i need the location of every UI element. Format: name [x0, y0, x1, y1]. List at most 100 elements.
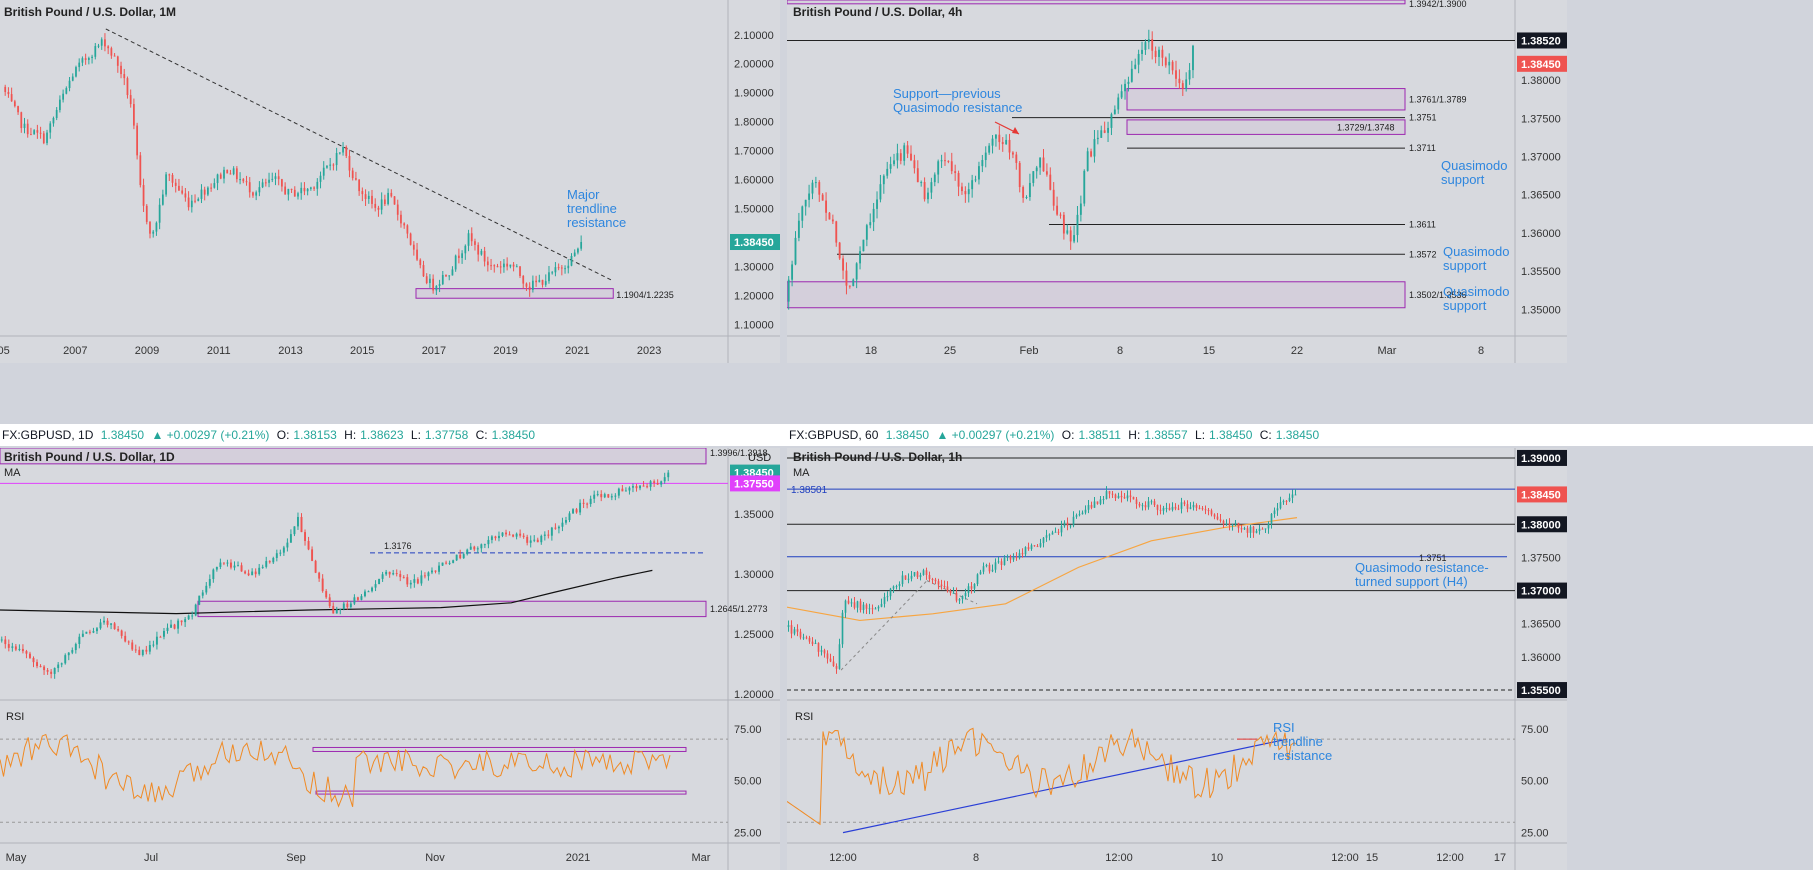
candle — [1282, 500, 1285, 503]
candle — [141, 649, 144, 656]
candle — [60, 663, 63, 665]
candle — [499, 266, 502, 268]
candle — [113, 55, 116, 57]
candle — [148, 645, 151, 652]
candle — [535, 280, 537, 283]
candle — [1042, 537, 1045, 544]
candle — [614, 495, 617, 497]
y-tick-label: 2.10000 — [734, 30, 774, 42]
candle — [210, 187, 213, 189]
zone-label: 1.3942/1.3900 — [1409, 0, 1467, 9]
x-tick-label: 05 — [0, 345, 10, 357]
candle — [4, 86, 7, 92]
close-value: 1.38450 — [491, 428, 536, 442]
candle — [509, 264, 512, 267]
daily-chart-svg[interactable]: 1.3996/1.3918 1.3176 1.2645/1.2773 British … — [0, 448, 780, 870]
candle — [844, 600, 847, 613]
candle — [201, 592, 204, 596]
candle — [525, 283, 528, 287]
candle — [244, 571, 247, 574]
resistance-price-tag: 1.38520 — [1521, 35, 1561, 47]
candle — [522, 535, 525, 537]
candle — [274, 176, 277, 179]
candle — [23, 123, 26, 129]
candle — [930, 182, 933, 193]
x-tick-label: 22 — [1291, 345, 1303, 357]
candle — [916, 572, 919, 578]
candle — [383, 199, 386, 205]
candle — [133, 104, 135, 126]
candle — [123, 74, 126, 79]
candle — [1069, 230, 1072, 242]
x-tick-label: 2021 — [565, 345, 589, 357]
candle — [155, 636, 158, 645]
candle — [55, 110, 58, 118]
candle — [506, 263, 509, 267]
candle — [835, 666, 838, 669]
candle — [934, 579, 937, 582]
candle — [1279, 502, 1282, 509]
candle — [910, 575, 913, 579]
candle — [1151, 39, 1154, 51]
monthly-chart-svg[interactable]: 1.1904/1.2235 Major trendline resistance Bri… — [0, 0, 780, 363]
level-price-tag-bg — [1517, 582, 1567, 599]
candle — [838, 242, 841, 259]
daily-chart-panel[interactable]: 1.3996/1.3918 1.3176 1.2645/1.2773 British … — [0, 448, 780, 870]
candle — [191, 615, 194, 617]
candle — [617, 488, 620, 496]
level-price-tag: 1.39000 — [1521, 453, 1561, 465]
candle — [610, 496, 613, 498]
candle — [226, 562, 229, 564]
open-label: O: — [276, 428, 290, 442]
ma-label: MA — [793, 467, 810, 479]
x-tick-label: 8 — [1478, 345, 1484, 357]
candle — [215, 566, 218, 570]
zone-box — [1126, 88, 1406, 111]
candle — [284, 186, 287, 195]
candle — [67, 652, 70, 656]
candle — [345, 146, 348, 156]
hourly-chart-svg[interactable]: 1.3751 British Pound / U.S. Dollar, 1h MA 1… — [787, 448, 1567, 870]
candle — [237, 565, 239, 567]
candle — [899, 153, 902, 161]
rsi-box — [312, 746, 687, 752]
x-tick-label: 17 — [1494, 852, 1506, 864]
symbol-label[interactable]: FX:GBPUSD, 60 — [789, 428, 879, 442]
candle — [838, 644, 841, 669]
hourly-chart-panel[interactable]: 1.3751 British Pound / U.S. Dollar, 1h MA 1… — [787, 448, 1567, 870]
candle — [820, 650, 823, 652]
h4-chart-svg[interactable]: 1.3942/1.3900 1.3761/1.3789 1.3751 1.3729/1… — [787, 0, 1567, 363]
x-tick-label: 15 — [1203, 345, 1215, 357]
candle — [180, 620, 183, 623]
candle — [378, 578, 381, 585]
candle — [158, 204, 161, 223]
symbol-label[interactable]: FX:GBPUSD, 1D — [2, 428, 94, 442]
trendline-annotation-line: trendline — [567, 201, 617, 216]
candle — [1096, 137, 1099, 140]
candle — [852, 279, 855, 286]
moving-average-line — [0, 569, 653, 615]
candle — [65, 88, 68, 94]
candle — [1021, 553, 1024, 555]
candle — [1228, 523, 1231, 526]
candle — [1079, 203, 1082, 215]
candle — [913, 572, 916, 576]
y-tick-label: 1.20000 — [734, 689, 774, 701]
h4-chart-panel[interactable]: 1.3942/1.3900 1.3761/1.3789 1.3751 1.3729/1… — [787, 0, 1567, 363]
candle — [490, 265, 492, 267]
candle — [1011, 152, 1014, 155]
candle — [403, 223, 406, 226]
support-annotation-line: Support—previous — [893, 86, 1001, 101]
candle — [1294, 494, 1297, 496]
resistance-price-tag-bg — [1517, 32, 1567, 49]
candle — [886, 596, 889, 598]
candle — [222, 562, 225, 564]
candle — [464, 245, 467, 254]
x-tick-label: 18 — [865, 345, 877, 357]
candle — [946, 586, 949, 592]
candle — [1117, 97, 1120, 110]
monthly-chart-panel[interactable]: 1.1904/1.2235 Major trendline resistance Bri… — [0, 0, 780, 363]
candle — [116, 56, 119, 66]
candle — [503, 263, 505, 268]
y-tick-label: 1.90000 — [734, 88, 774, 100]
